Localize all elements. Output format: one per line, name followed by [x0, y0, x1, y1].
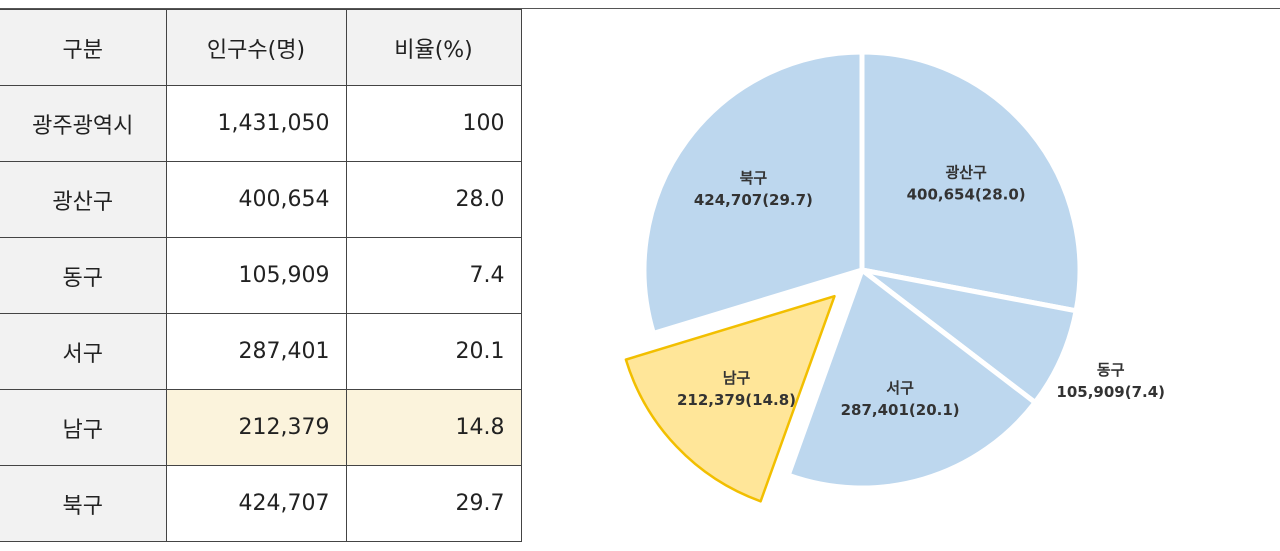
table-cell: 14.8: [345, 389, 522, 466]
table-cell: 100: [345, 85, 522, 162]
table-cell: 105,909: [165, 237, 347, 314]
slice-value-label: 400,654(28.0): [907, 185, 1026, 203]
pie-slice: [785, 267, 1038, 491]
top-rule: [0, 8, 1280, 9]
population-table: 구분 인구수(명) 비율(%) 광주광역시 1,431,050 100 광산구 400,654…: [0, 9, 522, 542]
slice-label: 서구: [886, 379, 914, 397]
slice-label: 북구: [740, 169, 768, 187]
table-row: 광주광역시 1,431,050 100: [0, 85, 522, 162]
pie-slice: [624, 294, 836, 503]
slice-value-label: 424,707(29.7): [694, 191, 813, 209]
table-cell: 광주광역시: [0, 85, 167, 162]
slice-value-label: 212,379(14.8): [677, 391, 796, 409]
pie-slice: [641, 49, 865, 336]
slice-value-label: 105,909(7.4): [1056, 383, 1165, 401]
table-cell: 북구: [0, 465, 167, 542]
slice-label: 동구: [1097, 361, 1125, 379]
table-cell: 29.7: [345, 465, 522, 542]
table-cell: 400,654: [165, 161, 347, 238]
table-cell: 남구: [0, 389, 167, 466]
table-row: 동구 105,909 7.4: [0, 237, 522, 314]
table-row: 북구 424,707 29.7: [0, 465, 522, 542]
table-row: 광산구 400,654 28.0: [0, 161, 522, 238]
table-row: 남구 212,379 14.8: [0, 389, 522, 466]
table-cell: 7.4: [345, 237, 522, 314]
slice-label: 남구: [723, 369, 751, 387]
table-cell: 1,431,050: [165, 85, 347, 162]
slice-label: 광산구: [945, 163, 987, 181]
table-row: 구분 인구수(명) 비율(%): [0, 9, 522, 86]
table-cell: 28.0: [345, 161, 522, 238]
table-cell: 광산구: [0, 161, 167, 238]
table-cell: 구분: [0, 9, 167, 86]
table-cell: 서구: [0, 313, 167, 390]
slice-value-label: 287,401(20.1): [841, 401, 960, 419]
pie-slice: [859, 49, 1083, 314]
